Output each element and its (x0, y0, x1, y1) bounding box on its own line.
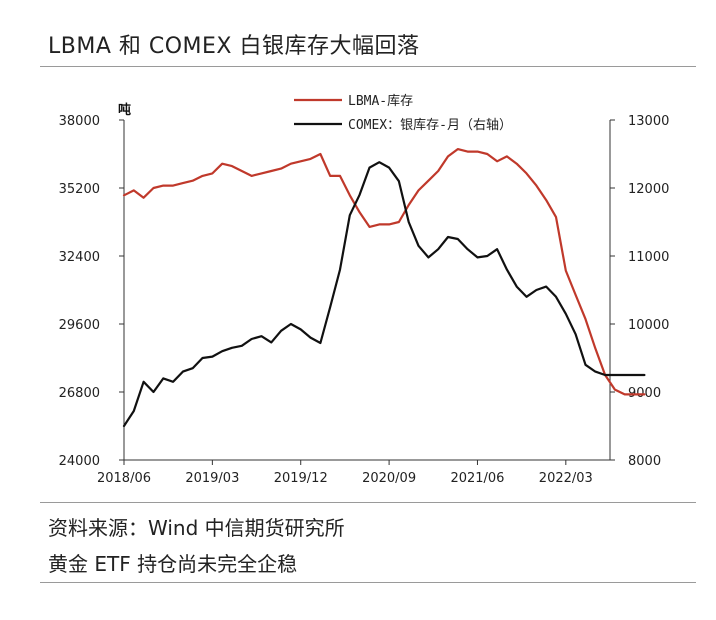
legend-label-comex: COMEX：银库存-月（右轴） (348, 117, 512, 133)
title-divider (40, 66, 696, 67)
x-tick-label: 2022/03 (539, 471, 593, 486)
chart-axes (123, 120, 611, 461)
note-text: 黄金 ETF 持仓尚未完全企稳 (48, 552, 298, 576)
source-text: 资料来源：Wind 中信期货研究所 (48, 516, 345, 540)
y-left-tick-label: 35200 (59, 182, 100, 197)
y-right-tick-label: 10000 (628, 318, 669, 333)
y-right-tick-label: 12000 (628, 182, 669, 197)
chart-legend: LBMA-库存 COMEX：银库存-月（右轴） (294, 93, 512, 133)
x-tick-label: 2020/09 (362, 471, 416, 486)
chart-divider (40, 502, 696, 503)
y-left-tick-label: 38000 (59, 114, 100, 129)
y-left-tick-label: 32400 (59, 250, 100, 265)
chart-lines (122, 148, 646, 428)
x-tick-label: 2019/12 (274, 471, 328, 486)
y-left-unit-label: 吨 (118, 102, 131, 118)
x-tick-label: 2019/03 (185, 471, 239, 486)
page-title: LBMA 和 COMEX 白银库存大幅回落 (48, 34, 420, 59)
y-right-tick-label: 11000 (628, 250, 669, 265)
legend-label-lbma: LBMA-库存 (348, 93, 413, 109)
y-right-tick-label: 8000 (628, 454, 661, 469)
footer-divider (40, 582, 696, 583)
y-left-tick-label: 26800 (59, 386, 100, 401)
y-left-tick-label: 29600 (59, 318, 100, 333)
chart-ticks: 2400026800296003240035200380008000900010… (59, 102, 670, 486)
comex-series-line (122, 161, 646, 428)
dual-axis-line-chart: 2400026800296003240035200380008000900010… (59, 93, 670, 486)
x-tick-label: 2021/06 (450, 471, 504, 486)
y-left-tick-label: 24000 (59, 454, 100, 469)
y-right-tick-label: 13000 (628, 114, 669, 129)
lbma-series-line (122, 148, 646, 396)
x-tick-label: 2018/06 (97, 471, 151, 486)
